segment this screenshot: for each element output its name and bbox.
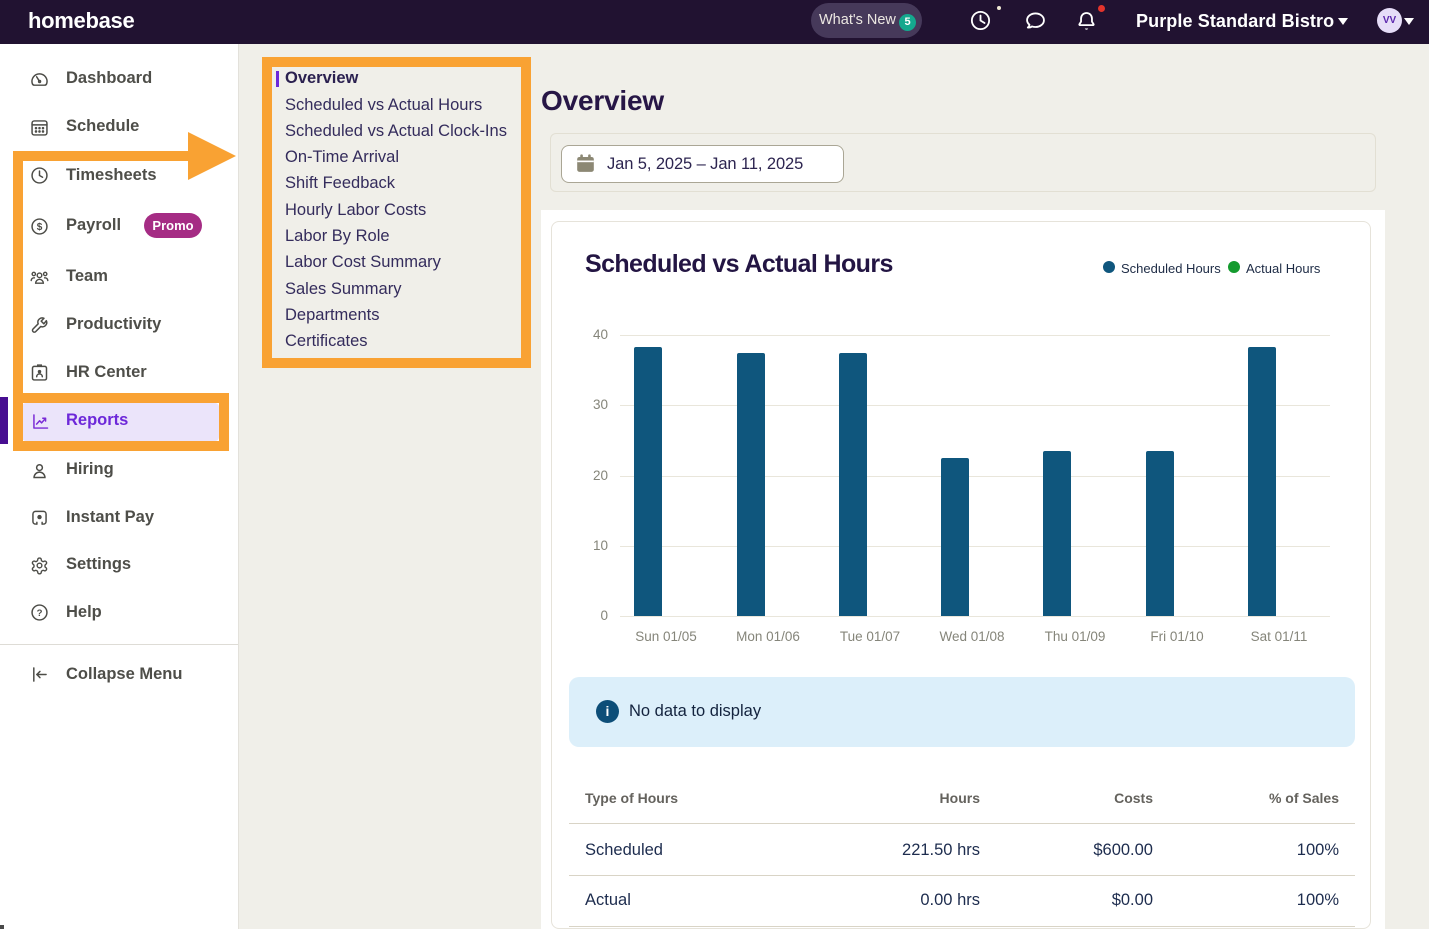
svg-text:$: $ bbox=[37, 222, 43, 233]
svg-text:?: ? bbox=[37, 608, 43, 619]
